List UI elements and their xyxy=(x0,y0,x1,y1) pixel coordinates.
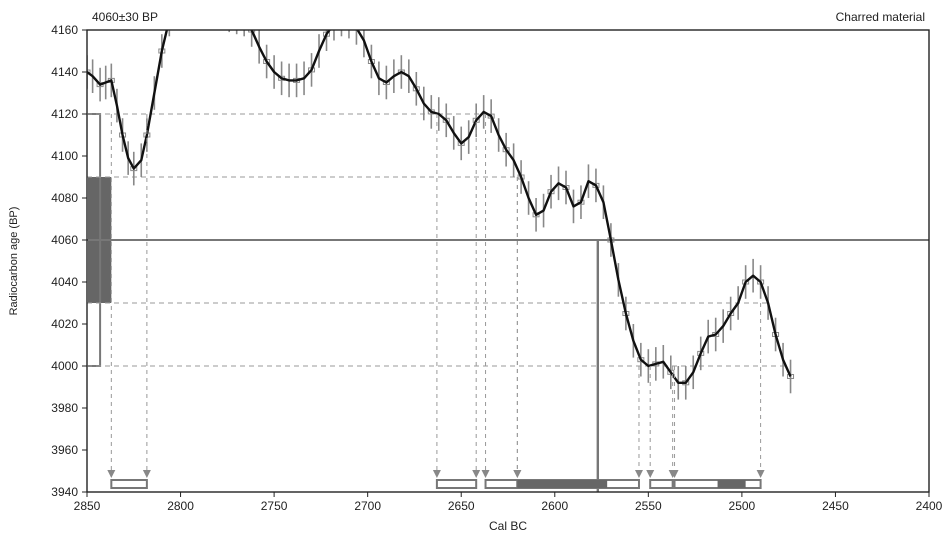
curve-data-point xyxy=(204,1,210,5)
y-tick-label: 4060 xyxy=(51,233,78,247)
x-tick-label: 2500 xyxy=(729,499,756,513)
y-tick-label: 4120 xyxy=(51,107,78,121)
x-tick-label: 2850 xyxy=(74,499,101,513)
y-tick-label: 4020 xyxy=(51,317,78,331)
curve-data-point xyxy=(338,18,344,22)
x-axis-label: Cal BC xyxy=(489,519,527,533)
chart-title-left: 4060±30 BP xyxy=(92,10,158,24)
curve-data-point xyxy=(234,15,240,19)
y-axis-label: Radiocarbon age (BP) xyxy=(8,207,20,316)
range-arrow xyxy=(472,470,481,478)
y-tick-label: 3960 xyxy=(51,443,78,457)
y-tick-label: 4040 xyxy=(51,275,78,289)
chart-title-right: Charred material xyxy=(836,10,925,24)
range-arrow xyxy=(432,470,441,478)
range-2sigma-bracket xyxy=(435,479,478,489)
x-tick-label: 2700 xyxy=(354,499,381,513)
range-1sigma-bar xyxy=(517,480,608,488)
curve-data-point xyxy=(382,80,390,85)
y-tick-label: 3980 xyxy=(51,401,78,415)
y-tick-label: 4160 xyxy=(51,23,78,37)
y-tick-label: 4080 xyxy=(51,191,78,205)
curve-data-point xyxy=(397,69,405,75)
x-tick-label: 2450 xyxy=(822,499,849,513)
calibration-curve-line xyxy=(87,30,792,384)
range-arrow xyxy=(142,470,151,478)
y-tick-label: 4100 xyxy=(51,149,78,163)
range-arrow xyxy=(756,470,765,478)
range-arrow xyxy=(670,470,679,478)
y-tick-label: 4140 xyxy=(51,65,78,79)
x-tick-label: 2800 xyxy=(167,499,194,513)
curve-data-point xyxy=(87,69,91,75)
x-tick-label: 2550 xyxy=(635,499,662,513)
x-tick-label: 2600 xyxy=(541,499,568,513)
range-arrow xyxy=(481,470,490,478)
plot-frame xyxy=(86,29,930,493)
curve-data-point xyxy=(219,11,225,15)
range-arrow xyxy=(513,470,522,478)
y-tick-label: 4000 xyxy=(51,359,78,373)
range-2sigma-bracket xyxy=(649,479,674,489)
plot-area xyxy=(87,1,929,492)
curve-data-point xyxy=(174,3,180,7)
range-arrow xyxy=(107,470,116,478)
range-2sigma-bracket xyxy=(484,479,519,489)
y-tick-label: 3940 xyxy=(51,485,78,499)
x-tick-label: 2650 xyxy=(448,499,475,513)
x-tick-label: 2750 xyxy=(261,499,288,513)
range-arrow xyxy=(634,470,643,478)
range-2sigma-bracket xyxy=(110,479,148,489)
range-arrow xyxy=(646,470,655,478)
x-tick-label: 2400 xyxy=(916,499,943,513)
range-1sigma-bar xyxy=(717,480,746,488)
